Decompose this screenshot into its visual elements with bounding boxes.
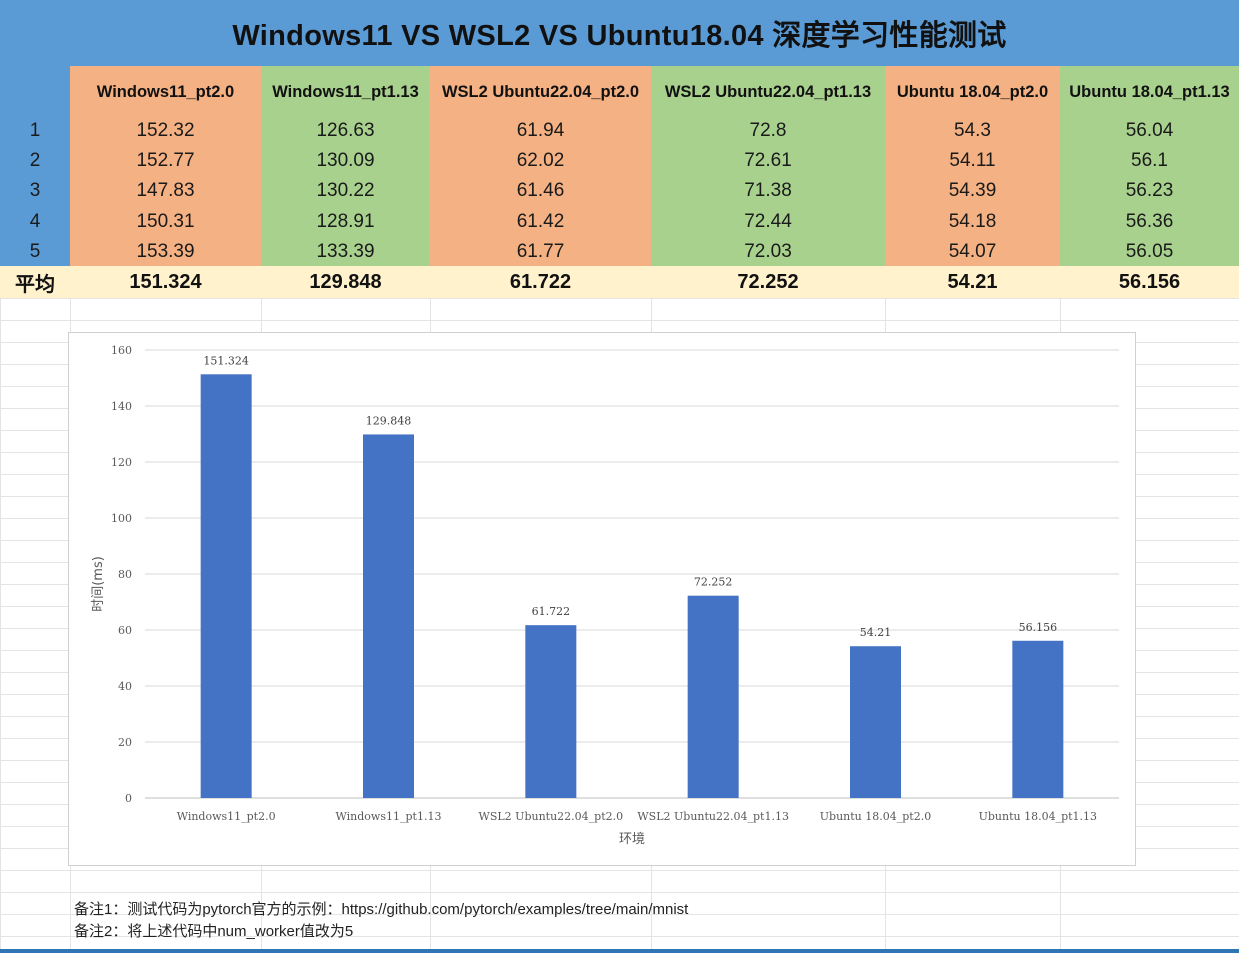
y-tick-label: 40	[118, 680, 132, 693]
column-header: Ubuntu 18.04_pt1.13	[1069, 82, 1230, 101]
average-cell: 54.21	[947, 270, 998, 293]
x-tick-label: Ubuntu 18.04_pt1.13	[979, 810, 1097, 823]
data-label: 72.252	[694, 576, 733, 589]
y-axis-title: 时间(ms)	[91, 556, 106, 612]
column-header: Windows11_pt2.0	[96, 82, 235, 101]
note-2: 备注2：将上述代码中num_worker值改为5	[74, 923, 354, 940]
table-cell: 54.07	[948, 241, 997, 262]
bar	[525, 625, 577, 798]
y-tick-label: 80	[118, 568, 132, 581]
table-cell: 72.44	[744, 211, 792, 232]
column-header: WSL2 Ubuntu22.04_pt1.13	[664, 82, 872, 101]
table-cell: 56.04	[1125, 120, 1174, 141]
x-tick-label: WSL2 Ubuntu22.04_pt1.13	[637, 810, 789, 823]
average-cell: 56.156	[1118, 270, 1181, 293]
x-tick-label: Windows11_pt2.0	[177, 810, 276, 823]
table-cell: 56.23	[1125, 180, 1174, 201]
data-label: 61.722	[532, 605, 571, 618]
bar	[200, 374, 252, 798]
table-cell: 54.18	[948, 211, 997, 232]
data-label: 54.21	[860, 626, 892, 639]
x-axis-title: 环境	[619, 832, 645, 847]
x-tick-label: Windows11_pt1.13	[336, 810, 442, 823]
table-cell: 61.46	[516, 180, 565, 201]
table-cell: 56.1	[1131, 150, 1168, 171]
y-tick-label: 160	[111, 344, 132, 357]
average-cell: 129.848	[309, 270, 382, 293]
table-column: Windows11_pt2.0 152.32 152.77 147.83 150.31 1…	[70, 66, 261, 266]
column-header: Ubuntu 18.04_pt2.0	[896, 82, 1049, 101]
table-cell: 152.77	[136, 150, 195, 171]
note-1: 备注1：测试代码为pytorch官方的示例：https://github.com…	[74, 901, 689, 918]
table-cell: 56.05	[1125, 241, 1174, 262]
table-cell: 128.91	[316, 211, 375, 232]
page-title: Windows11 VS WSL2 VS Ubuntu18.04 深度学习性能测…	[232, 20, 1007, 52]
table-cell: 150.31	[136, 211, 195, 232]
window-bottom-edge	[0, 949, 1239, 953]
row-number: 2	[29, 150, 41, 171]
table-column: Windows11_pt1.13 126.63 130.09 130.22 128.91…	[261, 66, 430, 266]
chart-canvas: 0 20 40 60 80 100 120 140 160 151.324 Windows11_pt…	[91, 344, 1119, 847]
y-tick-label: 100	[111, 512, 132, 525]
average-row: 平均 151.324 129.848 61.722 72.252 54.21 56.156	[0, 266, 1239, 298]
table-cell: 61.94	[516, 120, 565, 141]
y-tick-label: 140	[111, 400, 132, 413]
bar	[363, 434, 414, 798]
y-tick-label: 120	[111, 456, 132, 469]
table-cell: 72.8	[749, 120, 787, 141]
table-cell: 72.61	[744, 150, 792, 171]
bar	[687, 595, 739, 798]
x-tick-label: WSL2 Ubuntu22.04_pt2.0	[479, 810, 624, 823]
average-cell: 72.252	[737, 270, 799, 293]
column-header: Windows11_pt1.13	[272, 82, 419, 101]
table-cell: 54.39	[948, 180, 997, 201]
bar	[1012, 640, 1064, 798]
average-label: 平均	[15, 273, 55, 296]
table-cell: 54.11	[949, 150, 996, 171]
table-cell: 56.36	[1125, 211, 1174, 232]
table-cell: 54.3	[954, 120, 991, 141]
average-cell: 61.722	[509, 270, 572, 293]
bar	[850, 646, 901, 798]
row-number: 1	[29, 120, 41, 141]
row-number: 3	[29, 180, 41, 201]
table-cell: 62.02	[516, 150, 565, 171]
data-label: 56.156	[1019, 621, 1057, 634]
table-column: WSL2 Ubuntu22.04_pt1.13 72.8 72.61 71.38 72.…	[651, 66, 885, 266]
table-cell: 130.22	[316, 180, 375, 201]
table-cell: 71.38	[744, 180, 792, 201]
column-header: WSL2 Ubuntu22.04_pt2.0	[441, 82, 640, 101]
notes: 备注1：测试代码为pytorch官方的示例：https://github.com…	[74, 899, 688, 943]
y-tick-label: 0	[125, 792, 132, 805]
y-tick-label: 60	[118, 624, 132, 637]
table-cell: 147.83	[136, 180, 195, 201]
row-number: 5	[29, 241, 41, 262]
bar-chart: 0 20 40 60 80 100 120 140 160 151.324 Windows11_pt…	[68, 332, 1136, 866]
average-cell: 151.324	[129, 270, 202, 293]
table-cell: 72.03	[744, 241, 792, 262]
data-label: 129.848	[366, 414, 412, 427]
table-cell: 61.42	[516, 211, 565, 232]
table-column: WSL2 Ubuntu22.04_pt2.0 61.94 62.02 61.46 61.…	[430, 66, 651, 266]
table-cell: 130.09	[316, 150, 375, 171]
x-tick-label: Ubuntu 18.04_pt2.0	[820, 810, 931, 823]
title-banner: Windows11 VS WSL2 VS Ubuntu18.04 深度学习性能测…	[0, 0, 1239, 66]
table-cell: 152.32	[136, 120, 195, 141]
y-tick-label: 20	[118, 736, 132, 749]
table-cell: 126.63	[316, 120, 375, 141]
table-cell: 133.39	[316, 241, 375, 262]
table-cell: 153.39	[136, 241, 195, 262]
data-label: 151.324	[203, 354, 249, 367]
table-cell: 61.77	[516, 241, 565, 262]
table-column: Ubuntu 18.04_pt2.0 54.3 54.11 54.39 54.18 54.…	[885, 66, 1060, 266]
row-label-column: 1 2 3 4 5	[0, 66, 70, 266]
row-number: 4	[29, 211, 41, 232]
table-column: Ubuntu 18.04_pt1.13 56.04 56.1 56.23 56.36 56…	[1060, 66, 1239, 266]
